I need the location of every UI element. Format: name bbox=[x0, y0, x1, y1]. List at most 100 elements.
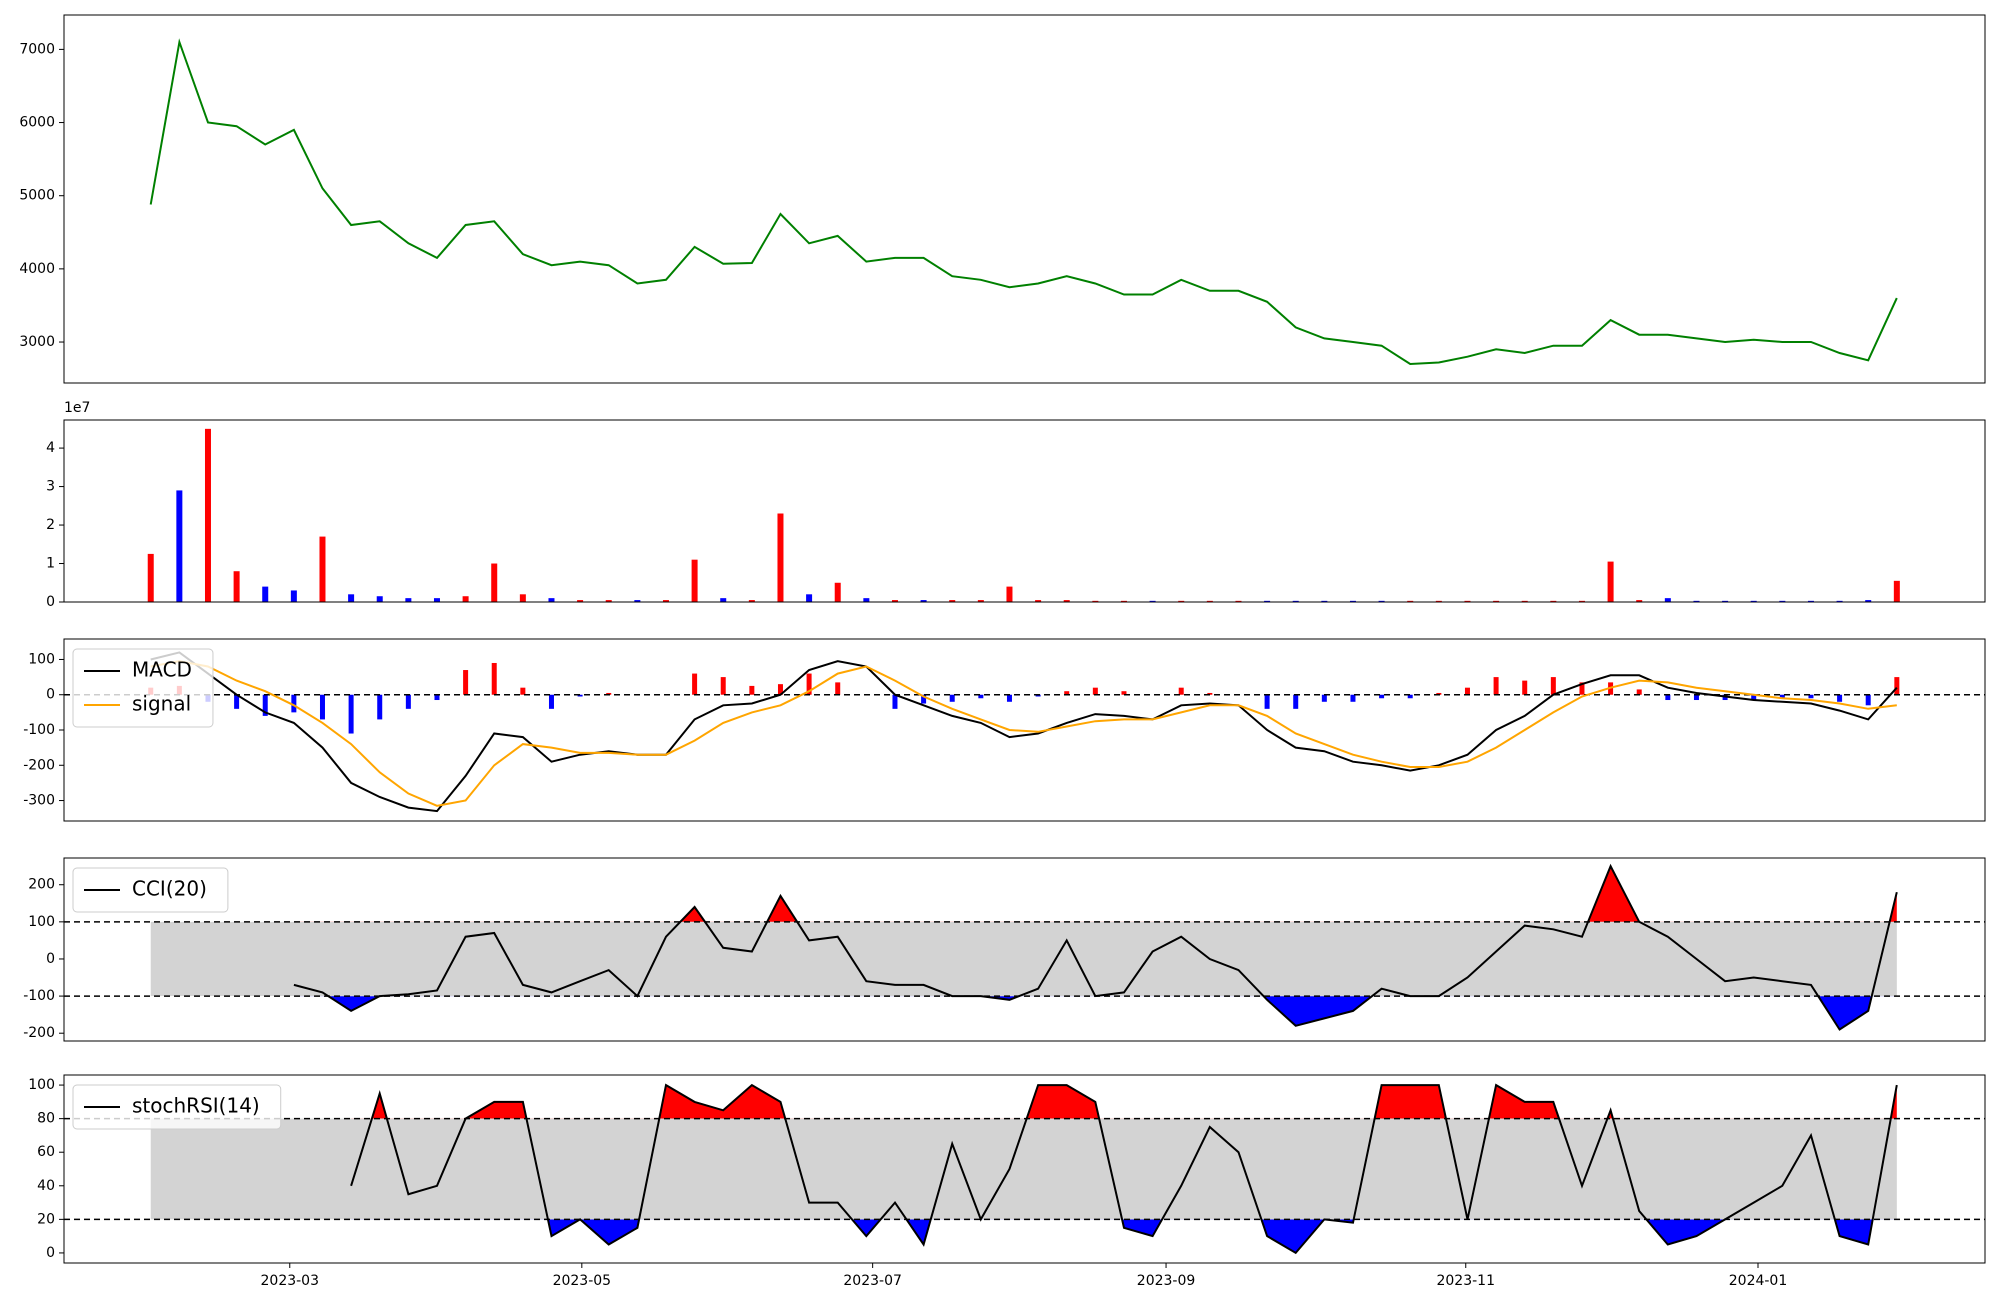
legend: MACD signal bbox=[72, 648, 214, 728]
legend-label: stochRSI(14) bbox=[132, 1094, 260, 1118]
histogram-bar bbox=[1207, 692, 1213, 695]
bar bbox=[519, 594, 526, 602]
y-tick-label: 100 bbox=[28, 914, 55, 930]
y-tick-label: 200 bbox=[28, 877, 55, 893]
bar bbox=[176, 490, 183, 602]
y-tick-label: 2 bbox=[46, 517, 55, 533]
bar bbox=[1664, 598, 1671, 602]
x-tick-label: 2023-07 bbox=[843, 1273, 902, 1289]
bar bbox=[1092, 600, 1099, 602]
bar bbox=[1865, 600, 1872, 602]
y-tick-label: 0 bbox=[46, 687, 55, 703]
histogram-bar bbox=[262, 694, 268, 716]
histogram-bar bbox=[577, 694, 583, 697]
bar bbox=[1035, 600, 1042, 602]
bar bbox=[491, 563, 498, 602]
histogram-bar bbox=[1837, 694, 1843, 702]
histogram-bar bbox=[1064, 691, 1070, 695]
histogram-bar bbox=[1464, 687, 1470, 695]
bar bbox=[720, 598, 727, 602]
y-tick-label: 7000 bbox=[19, 41, 55, 57]
bar bbox=[891, 600, 898, 602]
legend-box bbox=[72, 1084, 282, 1130]
histogram-bar bbox=[1006, 694, 1012, 702]
bar bbox=[1235, 600, 1242, 602]
y-tick-label: 80 bbox=[37, 1111, 55, 1127]
y-tick-label: -100 bbox=[23, 988, 55, 1004]
bar bbox=[748, 600, 755, 602]
histogram-bar bbox=[806, 673, 812, 695]
x-tick-label: 2023-03 bbox=[261, 1273, 320, 1289]
bar bbox=[1807, 600, 1814, 602]
bar bbox=[1063, 600, 1070, 602]
histogram-bar bbox=[606, 692, 612, 695]
bar bbox=[262, 586, 269, 602]
axes-frame bbox=[63, 857, 1986, 1042]
y-tick-label: 20 bbox=[37, 1211, 55, 1227]
bar bbox=[376, 596, 383, 602]
bar bbox=[1435, 600, 1442, 602]
bar bbox=[1779, 600, 1786, 602]
histogram-bar bbox=[1121, 691, 1127, 695]
bar bbox=[204, 428, 211, 602]
legend-label: CCI(20) bbox=[132, 877, 207, 901]
histogram-bar bbox=[835, 682, 841, 695]
histogram-bar bbox=[1779, 694, 1785, 699]
bar bbox=[1006, 586, 1013, 602]
y-tick-label: -200 bbox=[23, 757, 55, 773]
panel: -200 -100 0 100 200 CCI(20) bbox=[23, 857, 1986, 1042]
histogram-bar bbox=[548, 694, 554, 709]
histogram-bar bbox=[319, 694, 325, 720]
histogram-bar bbox=[1693, 694, 1699, 701]
histogram-bar bbox=[434, 694, 440, 701]
bar bbox=[1378, 600, 1385, 602]
histogram-bar bbox=[1092, 687, 1098, 695]
bar bbox=[1836, 600, 1843, 602]
series-line bbox=[293, 863, 1898, 1031]
y-tick-label: -300 bbox=[23, 793, 55, 809]
bar bbox=[1607, 561, 1614, 602]
histogram-bar bbox=[234, 694, 240, 709]
bar bbox=[1893, 580, 1900, 602]
panel: 0 1 2 3 4 1e7 bbox=[46, 400, 1986, 610]
histogram-bar bbox=[692, 673, 698, 695]
bar bbox=[319, 536, 326, 602]
histogram-bar bbox=[1264, 694, 1270, 709]
histogram-bar bbox=[1436, 692, 1442, 695]
bar bbox=[233, 571, 240, 602]
bar bbox=[1636, 600, 1643, 602]
bar bbox=[577, 600, 584, 602]
bar bbox=[1464, 600, 1471, 602]
bar bbox=[1521, 600, 1528, 602]
histogram-bar bbox=[1636, 689, 1642, 695]
bar bbox=[1693, 600, 1700, 602]
bar bbox=[691, 559, 698, 602]
bar bbox=[1149, 600, 1156, 602]
bar bbox=[1292, 600, 1299, 602]
neutral-band bbox=[150, 921, 1897, 997]
y-tick-label: 1 bbox=[46, 556, 55, 572]
y-tick-label: 100 bbox=[28, 651, 55, 667]
y-tick-label: -200 bbox=[23, 1025, 55, 1041]
y-tick-label: 40 bbox=[37, 1178, 55, 1194]
y-tick-label: 5000 bbox=[19, 188, 55, 204]
histogram-bar bbox=[1808, 694, 1814, 699]
histogram-bar bbox=[520, 687, 526, 695]
histogram-bar bbox=[1865, 694, 1871, 706]
bar bbox=[834, 582, 841, 602]
x-tick-label: 2023-11 bbox=[1436, 1273, 1495, 1289]
bar bbox=[548, 598, 555, 602]
bar bbox=[662, 600, 669, 602]
legend-box bbox=[72, 867, 229, 913]
legend-label: signal bbox=[132, 692, 191, 716]
histogram-bar bbox=[1550, 677, 1556, 695]
bar bbox=[806, 594, 813, 602]
y-tick-label: 60 bbox=[37, 1144, 55, 1160]
histogram-bar bbox=[1407, 694, 1413, 699]
series-line bbox=[149, 38, 1898, 366]
y-tick-label: 4 bbox=[46, 440, 55, 456]
bar bbox=[920, 600, 927, 602]
histogram-bar bbox=[921, 694, 927, 704]
axes-frame bbox=[63, 638, 1986, 822]
